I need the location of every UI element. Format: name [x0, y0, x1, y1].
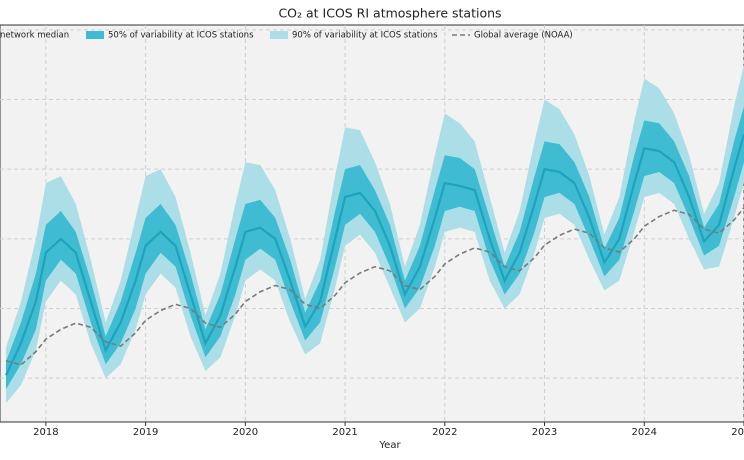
legend-label: network median [0, 31, 69, 41]
x-tick-label: 2022 [432, 427, 457, 438]
x-tick-label: 2018 [33, 427, 58, 438]
variability-band [5, 106, 744, 390]
series-line [5, 206, 744, 366]
chart-title: CO₂ at ICOS RI atmosphere stations [278, 6, 501, 21]
legend-label: Global average (NOAA) [474, 31, 573, 41]
x-tick-label: 2023 [532, 427, 557, 438]
x-tick-label: 2020 [233, 427, 258, 438]
x-tick-label: 2019 [133, 427, 158, 438]
legend-swatch [86, 31, 104, 39]
x-tick-label: 2024 [632, 427, 657, 438]
x-axis-label: Year [378, 440, 401, 451]
legend-label: 50% of variability at ICOS stations [108, 31, 254, 41]
x-tick-label: 2021 [332, 427, 357, 438]
series-line [4, 134, 744, 376]
legend-label: 90% of variability at ICOS stations [292, 31, 438, 41]
legend-swatch [270, 31, 288, 39]
x-tick-label: 2025 [731, 427, 744, 438]
